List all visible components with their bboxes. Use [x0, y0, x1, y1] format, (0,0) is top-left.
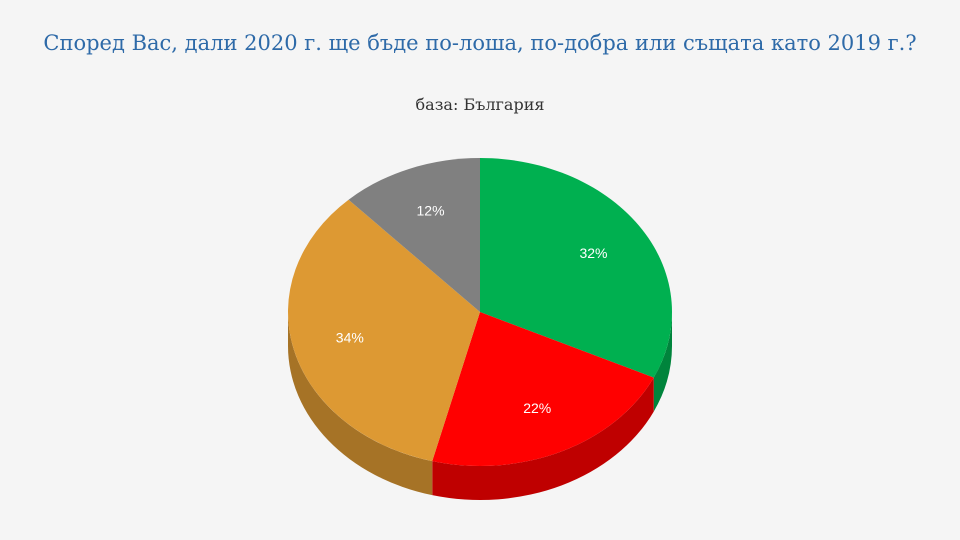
slice [288, 199, 480, 462]
slice-side [653, 312, 672, 412]
data-label: 22% [523, 400, 551, 416]
slice-side [288, 312, 433, 496]
data-label: 32% [579, 245, 607, 261]
data-label: 12% [417, 202, 445, 218]
pie: 32% 22% 34% 12% [288, 158, 672, 500]
slice [432, 312, 654, 466]
data-label: 34% [336, 330, 364, 346]
slice [480, 158, 672, 378]
slice-side [432, 377, 654, 500]
chart-subtitle: база: България [416, 95, 545, 114]
chart-title: Според Вас, дали 2020 г. ще бъде по-лоша… [43, 31, 916, 55]
slice [348, 158, 480, 312]
